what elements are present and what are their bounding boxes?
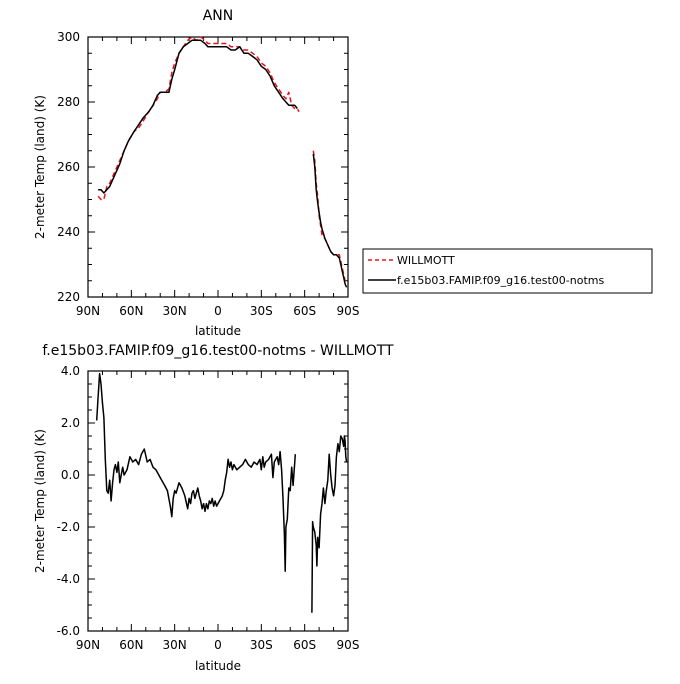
series-line-0 [312,150,348,285]
y-tick-label: 260 [57,160,80,174]
bottom-panel-ylabel: 2-meter Temp (land) (K) [33,429,47,573]
y-tick-label: -2.0 [57,520,80,534]
series-line-0 [95,372,297,572]
y-tick-label: -6.0 [57,624,80,638]
y-tick-label: 4.0 [61,364,80,378]
y-tick-label: 240 [57,225,80,239]
y-tick-label: 220 [57,290,80,304]
y-tick-label: 0.0 [61,468,80,482]
x-tick-label: 60N [119,638,143,652]
legend-box [362,248,653,294]
legend-label-model: f.e15b03.FAMIP.f09_g16.test00-notms [397,274,604,287]
x-tick-label: 30S [250,304,273,318]
top-panel-xlabel: latitude [195,324,241,338]
y-tick-label: -4.0 [57,572,80,586]
top-tick-marks: 90N 60N 30N 0 30S 60S 90S 220 240 260 280 300 [57,30,359,318]
x-tick-label: 60S [293,304,316,318]
x-tick-label: 90S [337,638,360,652]
bottom-plot-frame [87,370,349,632]
x-tick-label: 0 [214,638,222,652]
bottom-panel-xlabel: latitude [195,659,241,673]
top-panel: ANN 90N 60N 30N 0 30S 60S 90S 220 240 260 280 300 l… [33,8,653,338]
y-tick-label: 280 [57,95,80,109]
x-tick-label: 90N [76,638,100,652]
x-tick-label: 0 [214,304,222,318]
legend: WILLMOTT f.e15b03.FAMIP.f09_g16.test00-n… [362,248,653,294]
x-tick-label: 30N [163,304,187,318]
bottom-panel: f.e15b03.FAMIP.f09_g16.test00-notms - WI… [33,343,394,673]
series-line-0 [97,36,300,201]
x-tick-label: 60N [119,304,143,318]
y-tick-label: 300 [57,30,80,44]
x-tick-label: 90N [76,304,100,318]
x-tick-label: 30S [250,638,273,652]
top-panel-ylabel: 2-meter Temp (land) (K) [33,95,47,239]
x-tick-label: 60S [293,638,316,652]
y-tick-label: 2.0 [61,416,80,430]
bottom-tick-marks: 90N 60N 30N 0 30S 60S 90S -6.0 -4.0 -2.0 0.0 2.0 4.0 [57,364,360,652]
top-plot-frame [87,36,349,298]
bottom-series [95,372,348,613]
series-line-1 [312,153,348,288]
x-tick-label: 90S [337,304,360,318]
bottom-panel-title: f.e15b03.FAMIP.f09_g16.test00-notms - WI… [42,343,394,359]
series-line-1 [98,39,298,194]
series-line-0 [311,435,348,613]
legend-label-willmott: WILLMOTT [397,254,455,267]
top-panel-title: ANN [203,8,234,24]
top-series [97,36,348,288]
x-tick-label: 30N [163,638,187,652]
